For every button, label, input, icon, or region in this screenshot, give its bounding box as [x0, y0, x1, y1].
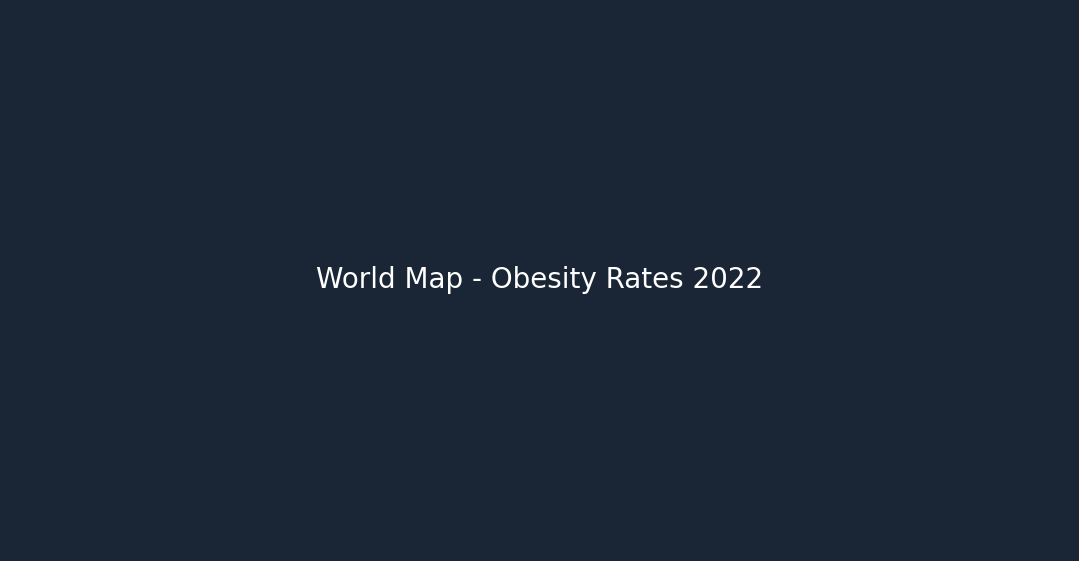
Text: World Map - Obesity Rates 2022: World Map - Obesity Rates 2022: [316, 266, 763, 295]
